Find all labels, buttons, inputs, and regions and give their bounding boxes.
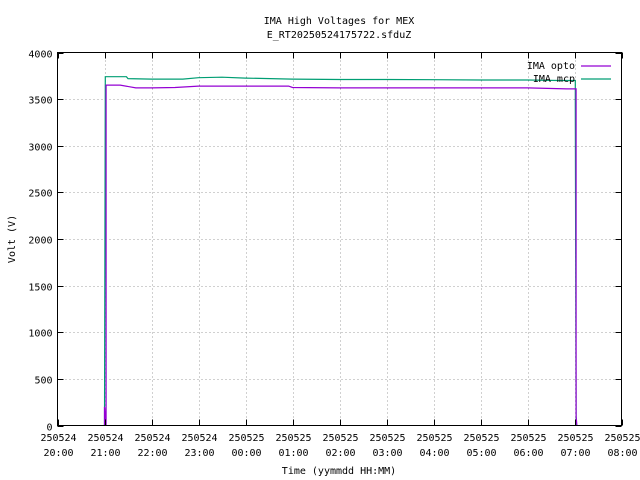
x-tick-label-time: 21:00 — [90, 448, 120, 459]
legend-label-ima-mcp: IMA mcp — [533, 74, 575, 85]
series-line-ima-opto — [103, 84, 578, 426]
chart-title: IMA High Voltages for MEX — [264, 16, 415, 27]
x-tick-label-time: 23:00 — [184, 448, 214, 459]
x-tick-label-time: 02:00 — [325, 448, 355, 459]
x-tick-label-time: 04:00 — [419, 448, 449, 459]
y-tick-label: 0 — [46, 423, 52, 434]
x-tick-label-date: 250524 — [134, 433, 170, 444]
x-axis-label: Time (yymmdd HH:MM) — [282, 466, 396, 477]
y-tick-label: 3500 — [28, 96, 52, 107]
series-line-ima-mcp — [103, 76, 577, 426]
x-tick-label-time: 05:00 — [466, 448, 496, 459]
y-tick-label: 3000 — [28, 143, 52, 154]
x-tick-label-date: 250524 — [181, 433, 217, 444]
x-tick-label-time: 01:00 — [278, 448, 308, 459]
y-tick-label: 1500 — [28, 283, 52, 294]
x-tick-label-time: 06:00 — [513, 448, 543, 459]
x-tick-label-date: 250525 — [369, 433, 405, 444]
x-tick-label-time: 08:00 — [607, 448, 637, 459]
series-layer — [103, 76, 578, 426]
legend-label-ima-opto: IMA opto — [527, 61, 575, 72]
legend: IMA opto IMA mcp — [527, 61, 611, 85]
y-tick-label: 2000 — [28, 236, 52, 247]
x-tick-label-date: 250525 — [228, 433, 264, 444]
y-axis-label: Volt (V) — [7, 215, 18, 263]
x-tick-label-date: 250525 — [416, 433, 452, 444]
x-tick-label-date: 250525 — [557, 433, 593, 444]
x-tick-label-time: 07:00 — [560, 448, 590, 459]
x-tick-label-date: 250524 — [40, 433, 76, 444]
y-tick-label: 4000 — [28, 50, 52, 61]
tick-layer: 0 500 1000 1500 2000 2500 3000 3500 4000 250524 20… — [28, 50, 640, 460]
x-tick-label-date: 250525 — [510, 433, 546, 444]
x-tick-label-time: 20:00 — [43, 448, 73, 459]
grid-layer — [57, 52, 622, 426]
y-tick-label: 500 — [34, 376, 52, 387]
x-tick-label-date: 250525 — [604, 433, 640, 444]
x-tick-label-date: 250525 — [322, 433, 358, 444]
y-tick-label: 2500 — [28, 189, 52, 200]
y-tick-label: 1000 — [28, 329, 52, 340]
chart-subtitle: E_RT20250524175722.sfduZ — [267, 30, 412, 41]
x-tick-label-date: 250525 — [463, 433, 499, 444]
x-tick-label-time: 00:00 — [231, 448, 261, 459]
x-tick-label-time: 03:00 — [372, 448, 402, 459]
x-tick-label-date: 250525 — [275, 433, 311, 444]
x-tick-label-date: 250524 — [87, 433, 123, 444]
x-tick-label-time: 22:00 — [137, 448, 167, 459]
